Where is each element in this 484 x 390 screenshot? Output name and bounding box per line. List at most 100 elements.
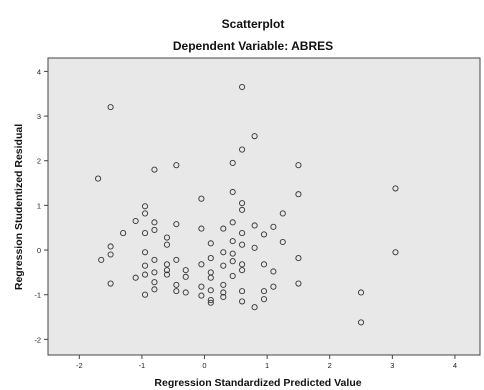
data-point — [207, 274, 214, 281]
data-point — [173, 288, 180, 295]
data-point — [220, 262, 227, 269]
data-point — [295, 191, 302, 198]
data-point — [229, 188, 236, 196]
data-point — [107, 104, 114, 111]
data-point — [270, 223, 277, 230]
data-point — [182, 273, 189, 280]
data-point — [239, 288, 246, 295]
data-point — [95, 175, 102, 182]
data-point — [279, 238, 286, 246]
data-point — [182, 289, 189, 296]
data-point — [295, 280, 302, 287]
data-point — [239, 261, 246, 268]
data-point — [239, 83, 246, 91]
x-axis-label: Regression Standardized Predicted Value — [154, 377, 361, 389]
data-point — [198, 283, 205, 290]
data-point — [120, 230, 127, 237]
data-point — [207, 287, 214, 294]
x-tick-label: 1 — [265, 361, 269, 370]
data-point — [141, 203, 149, 210]
data-point — [220, 225, 227, 232]
data-point — [151, 286, 158, 293]
data-point — [141, 262, 149, 269]
data-point — [163, 234, 171, 241]
x-tick-label: 3 — [390, 361, 394, 370]
data-point — [251, 244, 258, 251]
data-point — [260, 261, 268, 268]
data-point — [132, 217, 139, 225]
data-point — [220, 293, 227, 300]
data-point — [163, 267, 171, 274]
data-point — [163, 241, 171, 248]
data-point — [151, 226, 158, 233]
data-point — [163, 271, 171, 278]
data-point — [239, 298, 246, 305]
data-point — [229, 250, 236, 257]
data-point — [251, 304, 258, 311]
y-tick-label: 1 — [37, 201, 41, 210]
data-point — [260, 296, 268, 303]
data-point — [279, 210, 286, 217]
data-point — [151, 256, 158, 263]
data-point — [141, 271, 149, 278]
y-tick-label: -2 — [34, 335, 41, 344]
data-points — [95, 83, 399, 326]
data-point — [239, 146, 246, 153]
y-tick-label: 4 — [37, 67, 41, 76]
data-point — [98, 256, 105, 263]
x-tick-label: -2 — [76, 361, 83, 370]
data-point — [229, 238, 236, 245]
data-point — [173, 221, 180, 228]
data-point — [357, 289, 365, 296]
data-point — [229, 272, 236, 279]
data-point — [107, 280, 114, 287]
data-point — [229, 258, 236, 265]
data-point — [198, 225, 205, 232]
data-point — [357, 319, 365, 326]
data-point — [207, 299, 214, 306]
data-point — [107, 251, 114, 258]
data-point — [198, 261, 205, 268]
data-point — [173, 162, 180, 169]
y-axis-label: Regression Studentized Residual — [13, 124, 25, 290]
data-point — [392, 185, 399, 192]
data-point — [141, 291, 149, 298]
data-point — [198, 195, 205, 202]
x-tick-label: -1 — [139, 361, 146, 370]
data-point — [239, 200, 246, 207]
data-point — [239, 230, 246, 237]
data-point — [260, 288, 268, 295]
data-point — [229, 219, 236, 226]
data-point — [295, 255, 302, 262]
chart-subtitle: Dependent Variable: ABRES — [173, 39, 333, 53]
chart-title: Scatterplot — [222, 17, 285, 31]
data-point — [220, 281, 227, 288]
data-point — [163, 261, 171, 268]
data-point — [151, 219, 158, 226]
y-tick-label: 0 — [37, 246, 41, 255]
x-tick-label: 0 — [202, 361, 206, 370]
data-point — [151, 279, 158, 286]
plot-area — [47, 57, 481, 356]
y-tick-label: 2 — [37, 157, 41, 166]
data-point — [239, 241, 246, 248]
data-point — [260, 231, 268, 238]
data-point — [251, 133, 258, 140]
x-axis-ticks: -2 -1 0 1 2 3 4 — [76, 355, 457, 370]
data-point — [295, 162, 302, 169]
data-point — [107, 243, 114, 250]
data-point — [270, 268, 277, 275]
data-point — [207, 240, 214, 247]
data-point — [141, 230, 149, 237]
data-point — [173, 281, 180, 288]
data-point — [207, 255, 214, 262]
data-point — [141, 210, 149, 217]
y-axis-ticks: -2 -1 0 1 2 3 4 — [34, 67, 48, 344]
data-point — [132, 274, 139, 281]
data-point — [182, 267, 189, 274]
y-tick-label: 3 — [37, 112, 41, 121]
data-point — [173, 256, 180, 263]
data-point — [151, 166, 158, 173]
data-point — [239, 206, 246, 213]
